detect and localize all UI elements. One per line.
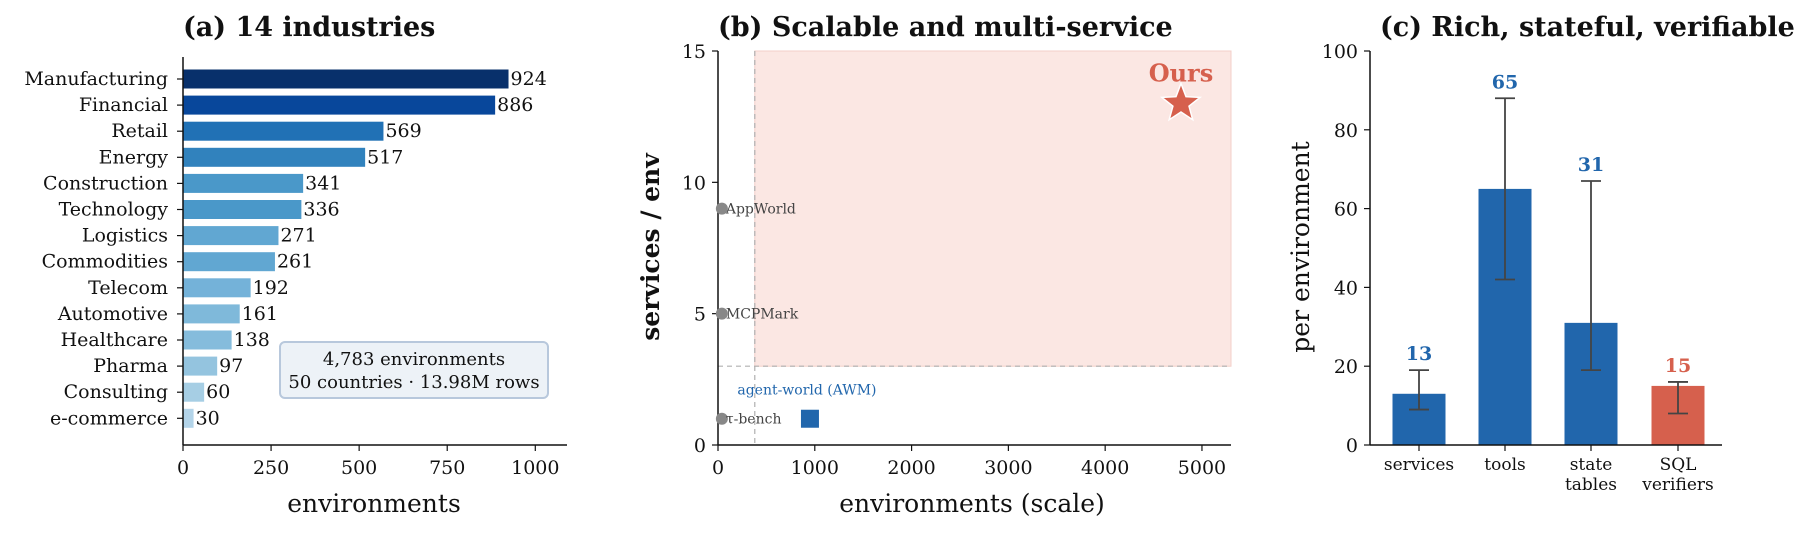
panel-b-scatter: (b) Scalable and multi-service 0 1000 2000… — [636, 12, 1232, 518]
panel-c-bars: (c) Rich, stateful, verifiable 13 service… — [1286, 12, 1795, 495]
panel-b-ylabel: services / env — [636, 152, 665, 341]
category-tick-label: tools — [1484, 455, 1525, 475]
panel-c-ylabel: per environment — [1286, 141, 1315, 352]
industry-tick-label: Manufacturing — [24, 68, 168, 90]
ours-label: Ours — [1149, 59, 1214, 88]
target-region — [754, 50, 1232, 367]
benchmark-label: τ-bench — [726, 412, 782, 428]
y-tick-label: 20 — [1334, 356, 1358, 378]
x-tick-label: 4000 — [1081, 457, 1129, 479]
summary-line-2: 50 countries · 13.98M rows — [288, 372, 539, 393]
summary-box: 4,783 environments 50 countries · 13.98M… — [279, 341, 549, 399]
industry-bar — [183, 173, 304, 193]
industry-value-label: 30 — [196, 407, 220, 429]
industry-bar — [183, 147, 366, 167]
industry-bar — [183, 121, 384, 141]
category-tick-label: tables — [1565, 475, 1617, 495]
ours-star — [1159, 81, 1203, 122]
x-tick-label: 250 — [253, 457, 289, 479]
x-tick-label: 0 — [177, 457, 189, 479]
industry-bar — [183, 408, 194, 428]
industry-value-label: 517 — [367, 146, 403, 168]
x-tick-label: 0 — [712, 457, 724, 479]
x-tick-label: 2000 — [887, 457, 935, 479]
industry-tick-label: Logistics — [82, 225, 168, 247]
panel-c-title: (c) Rich, stateful, verifiable — [1380, 12, 1795, 43]
benchmark-point — [715, 202, 728, 215]
y-tick-label: 5 — [694, 304, 706, 326]
summary-box-frame — [279, 341, 549, 399]
panel-a-xlabel: environments — [287, 489, 461, 518]
y-tick-label: 10 — [682, 172, 706, 194]
benchmark-point — [715, 307, 728, 320]
industry-tick-label: Financial — [79, 94, 168, 116]
industry-tick-label: Energy — [99, 146, 169, 168]
metric-value-label: 15 — [1665, 355, 1691, 377]
x-tick-label: 500 — [341, 457, 377, 479]
x-tick-label: 1000 — [791, 457, 839, 479]
category-tick-label: services — [1384, 455, 1454, 475]
category-tick-label: state — [1570, 455, 1613, 475]
y-tick-label: 60 — [1334, 199, 1358, 221]
awm-label: agent-world (AWM) — [737, 383, 876, 399]
industry-value-label: 161 — [242, 303, 278, 325]
industry-tick-label: Retail — [111, 120, 168, 142]
x-tick-label: 1000 — [511, 457, 559, 479]
industry-bar — [183, 69, 509, 89]
y-tick-label: 40 — [1334, 277, 1358, 299]
panel-a-title: (a) 14 industries — [183, 12, 435, 43]
metric-value-label: 65 — [1492, 71, 1518, 93]
industry-tick-label: e-commerce — [50, 407, 168, 429]
summary-line-1: 4,783 environments — [323, 349, 505, 370]
panel-b-xlabel: environments (scale) — [839, 489, 1105, 518]
industry-value-label: 886 — [497, 94, 533, 116]
industry-tick-label: Automotive — [57, 303, 168, 325]
industry-value-label: 336 — [303, 199, 339, 221]
industry-tick-label: Commodities — [42, 251, 168, 273]
industry-tick-label: Healthcare — [61, 329, 168, 351]
y-tick-label: 15 — [682, 41, 706, 63]
industry-value-label: 924 — [511, 68, 547, 90]
industry-bar — [183, 226, 279, 246]
industry-tick-label: Consulting — [64, 381, 168, 403]
industry-bar — [183, 356, 218, 376]
industry-value-label: 60 — [206, 381, 230, 403]
x-tick-label: 5000 — [1178, 457, 1226, 479]
metric-value-label: 31 — [1578, 154, 1604, 176]
industry-tick-label: Pharma — [93, 355, 168, 377]
industry-tick-label: Construction — [43, 172, 168, 194]
benchmark-label: AppWorld — [725, 202, 796, 218]
y-tick-label: 0 — [1346, 435, 1358, 457]
awm-point — [800, 409, 819, 428]
industry-bar — [183, 382, 205, 402]
x-tick-label: 750 — [429, 457, 465, 479]
industry-value-label: 192 — [253, 277, 289, 299]
panel-b-title: (b) Scalable and multi-service — [718, 12, 1173, 43]
industry-value-label: 569 — [385, 120, 421, 142]
industry-value-label: 271 — [280, 225, 316, 247]
industry-bar — [183, 304, 240, 324]
industry-value-label: 341 — [305, 172, 341, 194]
panel-a-industries: (a) 14 industries 924 Manufacturing 886 Fin… — [24, 12, 567, 518]
category-tick-label: SQL — [1660, 455, 1697, 475]
industry-value-label: 97 — [219, 355, 243, 377]
industry-tick-label: Technology — [59, 199, 169, 221]
y-tick-label: 100 — [1322, 41, 1358, 63]
industry-bar — [183, 278, 251, 298]
benchmark-label: MCPMark — [726, 307, 799, 323]
x-tick-label: 3000 — [984, 457, 1032, 479]
category-tick-label: verifiers — [1641, 475, 1713, 495]
y-tick-label: 0 — [694, 435, 706, 457]
y-tick-label: 80 — [1334, 120, 1358, 142]
industry-bar — [183, 95, 496, 115]
industry-bar — [183, 252, 275, 272]
metric-value-label: 13 — [1406, 343, 1432, 365]
industry-bar — [183, 200, 302, 219]
benchmark-point — [715, 412, 728, 425]
industry-value-label: 261 — [277, 251, 313, 273]
industry-tick-label: Telecom — [88, 277, 168, 299]
industry-value-label: 138 — [234, 329, 270, 351]
industry-bar — [183, 330, 232, 350]
